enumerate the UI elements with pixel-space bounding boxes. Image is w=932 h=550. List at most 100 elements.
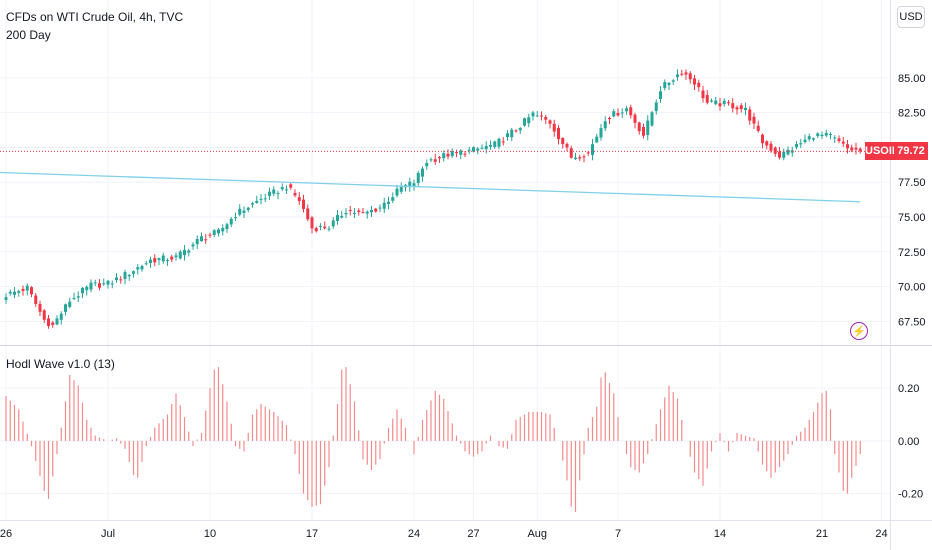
candle-body	[727, 102, 730, 104]
candle-body	[4, 297, 8, 300]
candle-body	[353, 212, 356, 214]
candle-body	[625, 108, 628, 112]
candle-body	[382, 202, 386, 209]
candle-body	[731, 103, 735, 109]
candle-body	[523, 118, 526, 126]
candle-body	[603, 121, 607, 129]
candle-body	[841, 141, 845, 144]
candle-body	[761, 134, 764, 144]
candle-body	[714, 100, 718, 105]
candle-body	[174, 255, 178, 258]
candle-body	[416, 172, 420, 184]
candle-body	[752, 116, 756, 124]
candle-body	[136, 267, 140, 270]
candle-body	[387, 201, 390, 205]
candle-body	[812, 138, 815, 140]
candle-body	[399, 186, 403, 192]
time-tick-label: 7	[615, 528, 621, 540]
candle-body	[697, 82, 701, 88]
candle-body	[76, 296, 80, 298]
candle-body	[518, 127, 522, 131]
candle-body	[408, 181, 412, 188]
candle-body	[629, 107, 633, 116]
candle-body	[586, 152, 590, 154]
candle-body	[365, 211, 369, 214]
candle-body	[667, 82, 671, 86]
candle-body	[340, 215, 344, 218]
candle-body	[68, 301, 72, 307]
time-tick-label: Jul	[101, 528, 115, 540]
candle-body	[225, 224, 229, 229]
candle-body	[829, 134, 832, 136]
candle-body	[429, 159, 433, 161]
candle-body	[21, 288, 25, 291]
candle-body	[489, 144, 492, 147]
candle-body	[81, 287, 84, 294]
candle-body	[642, 126, 645, 136]
candle-body	[370, 209, 373, 213]
candle-body	[654, 102, 658, 112]
candle-body	[51, 322, 55, 325]
candle-body	[246, 207, 250, 210]
candle-body	[115, 277, 118, 281]
candle-body	[302, 199, 305, 209]
candle-body	[161, 255, 165, 262]
candle-body	[144, 263, 148, 265]
candle-body	[200, 236, 203, 242]
candle-body	[807, 136, 811, 140]
candle-body	[323, 226, 327, 229]
candle-body	[314, 228, 318, 232]
candle-body	[238, 208, 242, 215]
candle-body	[438, 157, 441, 159]
candle-body	[833, 137, 837, 139]
candle-body	[229, 218, 233, 225]
candle-body	[616, 112, 620, 116]
candle-body	[858, 148, 862, 152]
lightning-icon[interactable]: ⚡	[850, 322, 868, 340]
candle-body	[85, 286, 89, 291]
candle-body	[336, 215, 339, 221]
candle-body	[344, 212, 348, 215]
candle-body	[217, 229, 220, 234]
candle-body	[769, 143, 773, 151]
candle-body	[442, 153, 446, 159]
currency-button[interactable]: USD	[897, 6, 925, 28]
candle-body	[149, 259, 152, 264]
candle-body	[285, 189, 288, 191]
candle-body	[493, 141, 497, 148]
candle-body	[259, 198, 263, 200]
candle-body	[561, 138, 565, 145]
candle-body	[412, 183, 416, 187]
candle-body	[569, 148, 573, 158]
candle-body	[646, 120, 650, 136]
candle-body	[548, 120, 552, 124]
candle-body	[531, 112, 535, 117]
ma-legend-label: 200 Day	[6, 28, 51, 42]
candle-body	[688, 73, 692, 80]
candle-body	[803, 139, 807, 143]
candle-body	[578, 157, 582, 159]
price-tick-label: 70.00	[898, 282, 926, 294]
candle-body	[612, 111, 616, 117]
candle-body	[319, 225, 322, 227]
time-tick-label: 21	[816, 528, 828, 540]
candle-body	[178, 251, 182, 259]
candle-body	[467, 149, 471, 151]
candle-body	[472, 147, 475, 152]
time-tick-label: 10	[204, 528, 216, 540]
candle-body	[425, 162, 429, 167]
candle-body	[234, 217, 237, 219]
candle-body	[13, 291, 16, 295]
candle-body	[433, 159, 437, 162]
candle-body	[310, 217, 314, 229]
osc-tick-label: 0.00	[898, 436, 919, 448]
candle-body	[676, 74, 679, 78]
candle-body	[705, 94, 709, 103]
candle-body	[718, 103, 722, 107]
osc-tick-label: -0.20	[898, 489, 923, 501]
osc-tick-label: 0.20	[898, 383, 919, 395]
price-tick-label: 82.50	[898, 108, 926, 120]
candle-body	[212, 230, 216, 235]
candle-body	[565, 143, 569, 148]
